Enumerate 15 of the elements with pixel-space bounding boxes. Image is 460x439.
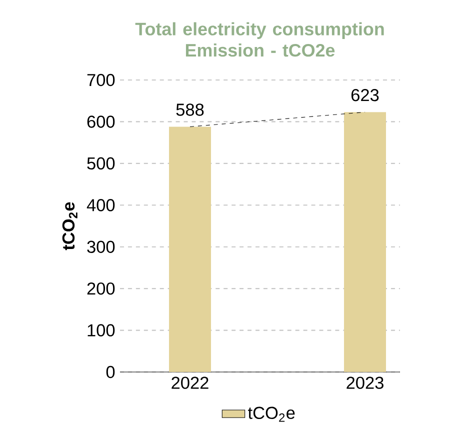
y-tick-label: 400 bbox=[86, 199, 115, 212]
y-tick-label: 300 bbox=[87, 240, 115, 253]
x-tick-label: 2022 bbox=[172, 376, 208, 389]
legend-label: tCO$_{2}$e bbox=[248, 406, 295, 422]
y-tick-label: 100 bbox=[88, 324, 115, 336]
x-tick-label: 2023 bbox=[346, 376, 384, 389]
text: tCO$_{2}$e bbox=[62, 202, 78, 250]
data-label: 588 bbox=[176, 104, 204, 116]
y-tick-label: 700 bbox=[87, 74, 115, 86]
y-tick-label: 0 bbox=[106, 366, 115, 378]
y-tick-label: 200 bbox=[87, 282, 115, 295]
data-label: 623 bbox=[351, 88, 379, 102]
y-tick-label: 600 bbox=[87, 116, 115, 128]
y-tick-label: 500 bbox=[87, 157, 115, 170]
chart-title: Total electricity consumption Emission - tCO2e bbox=[135, 22, 384, 57]
